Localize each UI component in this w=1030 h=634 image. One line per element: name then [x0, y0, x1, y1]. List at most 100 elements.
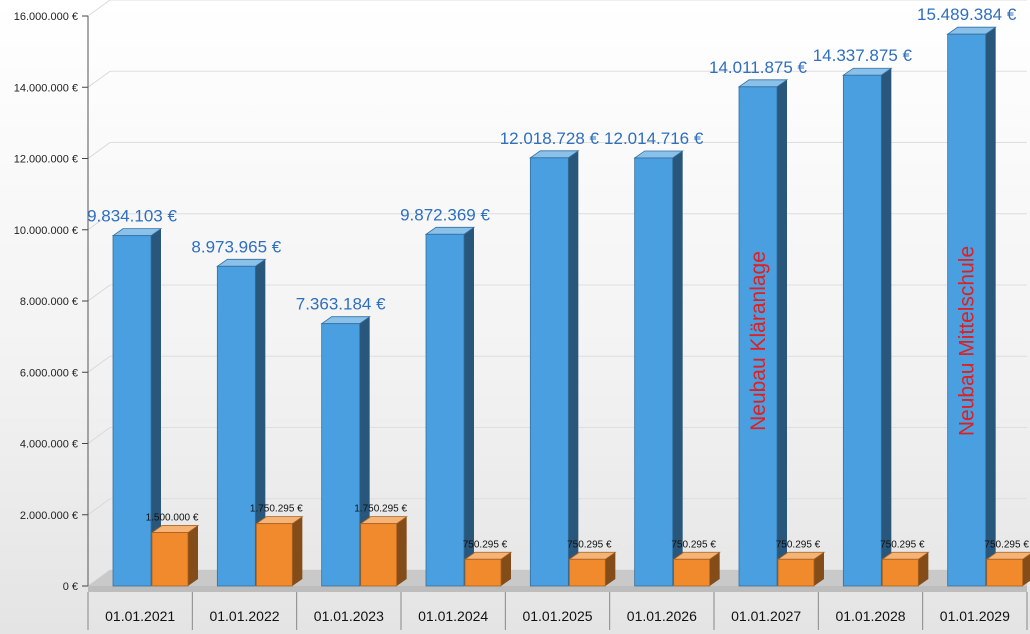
y-axis: 0 € 2.000.000 € 4.000.000 € 6.000.000 € 8.00…	[14, 11, 89, 593]
bar-main-front	[529, 157, 569, 587]
bar-main-front	[634, 157, 674, 587]
floor-edge	[88, 586, 1027, 592]
value-labels: 9.834.103 € 1.500.000 € 8.973.965 € 1.750.2…	[87, 5, 1029, 550]
bar-secondary	[776, 551, 826, 587]
x-tick-label: 01.01.2021	[105, 608, 175, 624]
x-tick-label: 01.01.2023	[314, 608, 384, 624]
bar-secondary-value-label: 750.295 €	[671, 539, 716, 550]
bar-secondary	[463, 551, 513, 587]
bar-annotation: Neubau Mittelschule	[956, 246, 979, 436]
gridline-diagonal	[87, 70, 111, 88]
y-tick-label: 8.000.000 €	[20, 296, 78, 308]
bar-main-front	[216, 265, 256, 587]
bar-secondary-side	[709, 552, 720, 586]
bar-secondary-value-label: 1.750.295 €	[250, 504, 303, 515]
gridline-diagonal	[87, 427, 111, 444]
bar-secondary-side	[396, 516, 407, 586]
bar-main	[633, 150, 684, 587]
bar-secondary-front	[568, 558, 606, 587]
bar-secondary-front	[673, 558, 711, 587]
bar-value-label: 15.489.384 €	[917, 5, 1017, 24]
x-tick-label: 01.01.2029	[940, 608, 1010, 624]
bar-secondary	[150, 525, 200, 587]
bar-main-side	[881, 68, 892, 587]
bar-secondary-value-label: 750.295 €	[984, 539, 1029, 550]
bar-main-front	[321, 323, 361, 587]
bar-main-side	[777, 79, 787, 586]
bar-value-label: 14.011.875 €	[709, 58, 808, 77]
bar-secondary	[255, 516, 304, 587]
y-tick-label: 14.000.000 €	[14, 82, 78, 94]
bar-value-label: 12.018.728 €	[500, 129, 600, 148]
x-tick-label: 01.01.2027	[731, 608, 801, 624]
bar-secondary-value-label: 1.750.295 €	[354, 504, 407, 515]
bar-secondary-front	[464, 558, 502, 587]
bar-main-side	[464, 227, 474, 586]
bar-main-side	[568, 150, 579, 586]
bar-secondary-value-label: 1.500.000 €	[146, 513, 199, 524]
gridline-diagonal	[87, 284, 111, 302]
gridline-diagonal	[87, 498, 111, 516]
bar-secondary-value-label: 750.295 €	[567, 539, 612, 550]
y-tick-label: 4.000.000 €	[20, 439, 78, 451]
bar-secondary-front	[255, 523, 293, 587]
bar-value-label: 9.872.369 €	[400, 205, 490, 224]
bar-main	[216, 258, 267, 587]
bar-main	[946, 26, 997, 587]
bar-main-front	[738, 86, 778, 587]
bar-secondary-side	[292, 516, 303, 586]
y-tick-label: 16.000.000 €	[14, 11, 78, 23]
y-tick-label: 12.000.000 €	[14, 154, 78, 166]
bar-value-label: 7.363.184 €	[296, 295, 386, 314]
bar-secondary	[985, 551, 1030, 587]
bar-secondary-front	[360, 523, 398, 587]
bar-annotation: Neubau Kläranlage	[747, 251, 770, 431]
bar-secondary-side	[605, 552, 616, 586]
bar-secondary-value-label: 750.295 €	[776, 539, 821, 550]
bar-secondary	[359, 516, 408, 587]
x-tick-label: 01.01.2022	[209, 608, 279, 624]
gridline-diagonal	[87, 142, 111, 159]
bar-main	[737, 79, 789, 587]
bar-main	[529, 150, 580, 587]
gridline-diagonal	[87, 0, 111, 17]
bar-main-front	[112, 235, 152, 587]
x-tick-label: 01.01.2024	[418, 608, 488, 624]
bars	[111, 26, 1030, 587]
bar-main-front	[425, 233, 465, 587]
bar-secondary	[672, 551, 721, 587]
x-tick-label: 01.01.2026	[627, 608, 697, 624]
bar-secondary-side	[1022, 554, 1030, 586]
bar-value-label: 8.973.965 €	[191, 237, 281, 256]
y-tick-label: 2.000.000 €	[20, 510, 78, 522]
bar-secondary-value-label: 750.295 €	[463, 539, 508, 550]
bar-secondary	[881, 551, 930, 587]
x-tick-label: 01.01.2028	[835, 608, 905, 624]
bar-value-label: 9.834.103 €	[87, 207, 177, 226]
bar-main	[424, 226, 476, 587]
bar-secondary-side	[501, 552, 511, 586]
bar-secondary	[568, 551, 617, 587]
gridline-diagonal	[87, 355, 111, 373]
x-axis: 01.01.2021 01.01.2022 01.01.2023 01.01.2024…	[87, 592, 1028, 630]
y-tick-label: 6.000.000 €	[20, 367, 78, 379]
bar-value-label: 12.014.716 €	[604, 129, 704, 148]
bar-secondary-front	[986, 558, 1024, 587]
bar-main-side	[151, 228, 161, 586]
bar-value-label: 14.337.875 €	[813, 46, 913, 65]
gridline-diagonal	[87, 213, 111, 231]
bar-main	[320, 316, 371, 587]
bar-main-side	[672, 150, 683, 586]
bar-secondary-value-label: 750.295 €	[880, 539, 925, 550]
bar-main-front	[947, 33, 987, 587]
bar-main	[111, 228, 163, 587]
x-tick-label: 01.01.2025	[522, 608, 592, 624]
bar-secondary-front	[151, 532, 189, 587]
bar-main-front	[842, 74, 882, 587]
bar-secondary-side	[918, 552, 929, 586]
bar-secondary-side	[814, 552, 824, 586]
y-tick-label: 0 €	[63, 581, 78, 593]
bar-secondary-front	[881, 558, 919, 587]
bar-secondary-front	[777, 558, 815, 587]
